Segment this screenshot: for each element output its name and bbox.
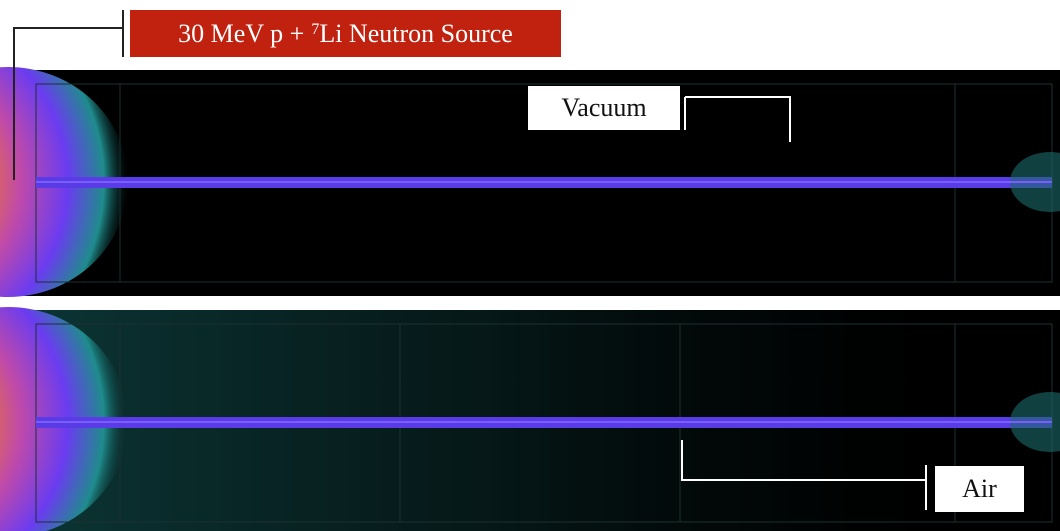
- source-label: 30 MeV p + 7 Li Neutron Source: [130, 10, 561, 57]
- vacuum-label: Vacuum: [528, 86, 680, 130]
- air-panel: [0, 307, 1060, 531]
- isotope-mass: 7: [311, 20, 320, 38]
- source-label-text: 30 MeV p +: [178, 18, 305, 48]
- source-label-text: Li Neutron Source: [319, 18, 513, 48]
- air-label: Air: [935, 466, 1024, 512]
- callout-lines: [13, 10, 927, 510]
